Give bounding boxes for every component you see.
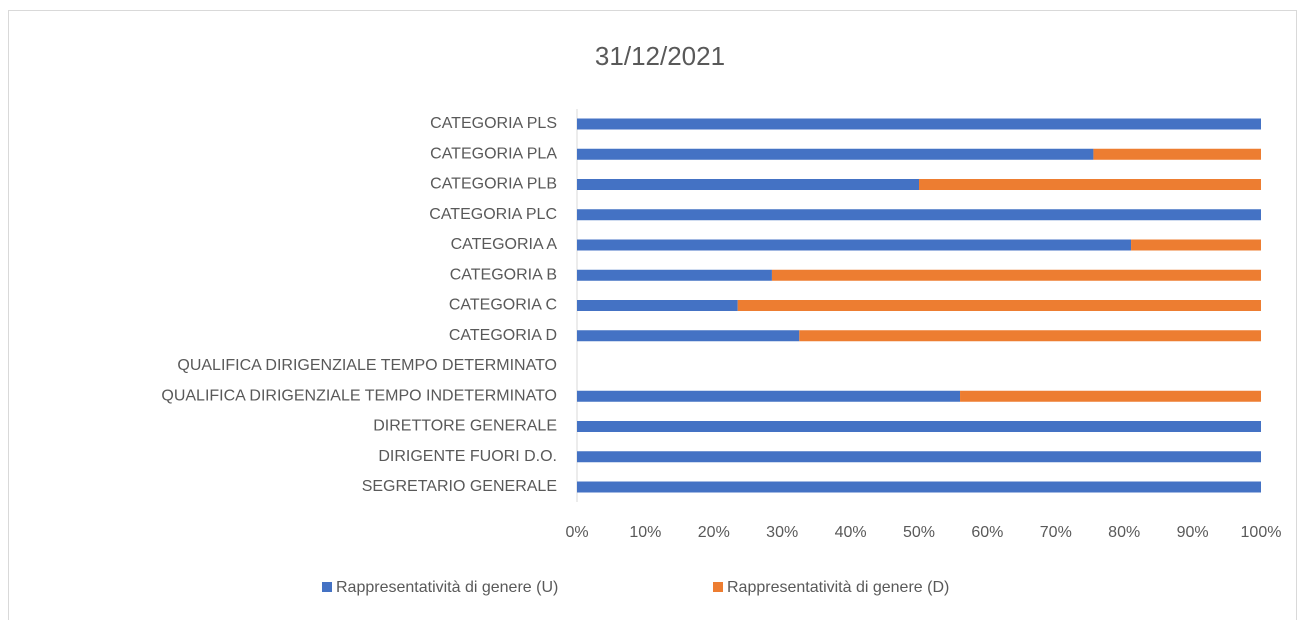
- x-tick-label: 80%: [1108, 524, 1140, 541]
- legend-label: Rappresentatività di genere (D): [727, 579, 949, 596]
- bar: [919, 179, 1261, 190]
- x-tick-label: 90%: [1177, 524, 1209, 541]
- bar: [577, 209, 1261, 221]
- bar: [1093, 148, 1261, 160]
- bar: [771, 269, 1261, 281]
- y-tick-label: CATEGORIA PLB: [430, 176, 557, 193]
- y-tick-label: DIRIGENTE FUORI D.O.: [378, 448, 557, 465]
- y-tick-label: CATEGORIA PLC: [429, 206, 557, 223]
- legend-swatch: [322, 582, 332, 592]
- x-tick-label: 50%: [903, 524, 935, 541]
- bar: [577, 179, 919, 190]
- y-tick-label: QUALIFICA DIRIGENZIALE TEMPO INDETERMINA…: [161, 387, 557, 404]
- bar: [1131, 239, 1261, 251]
- bar: [577, 118, 1261, 130]
- chart-title: 31/12/2021: [595, 41, 725, 71]
- x-tick-label: 100%: [1241, 524, 1282, 541]
- bar: [577, 330, 800, 342]
- bar: [737, 300, 1261, 311]
- bar: [577, 481, 1261, 493]
- y-tick-label: CATEGORIA D: [449, 327, 557, 344]
- y-tick-label: SEGRETARIO GENERALE: [362, 478, 557, 495]
- x-tick-label: 70%: [1040, 524, 1072, 541]
- bar: [960, 390, 1261, 402]
- y-tick-label: CATEGORIA B: [450, 266, 557, 283]
- bar: [577, 421, 1261, 432]
- y-tick-label: CATEGORIA PLS: [430, 115, 557, 132]
- y-tick-label: CATEGORIA PLA: [430, 145, 557, 162]
- chart-border: [8, 10, 1297, 620]
- x-tick-label: 20%: [698, 524, 730, 541]
- bar: [799, 330, 1261, 342]
- x-tick-label: 30%: [766, 524, 798, 541]
- x-tick-label: 60%: [971, 524, 1003, 541]
- bar: [577, 269, 772, 281]
- legend-label: Rappresentatività di genere (U): [336, 579, 558, 596]
- y-tick-label: CATEGORIA A: [451, 236, 558, 253]
- x-tick-label: 40%: [835, 524, 867, 541]
- bar: [577, 239, 1132, 251]
- x-tick-label: 0%: [565, 524, 588, 541]
- y-tick-label: DIRETTORE GENERALE: [373, 418, 557, 435]
- bar: [577, 390, 961, 402]
- x-tick-label: 10%: [629, 524, 661, 541]
- y-tick-label: CATEGORIA C: [449, 297, 557, 314]
- y-tick-label: QUALIFICA DIRIGENZIALE TEMPO DETERMINATO: [177, 357, 557, 374]
- legend-swatch: [713, 582, 723, 592]
- bar: [577, 148, 1094, 160]
- bar: [577, 300, 738, 311]
- bar: [577, 451, 1261, 463]
